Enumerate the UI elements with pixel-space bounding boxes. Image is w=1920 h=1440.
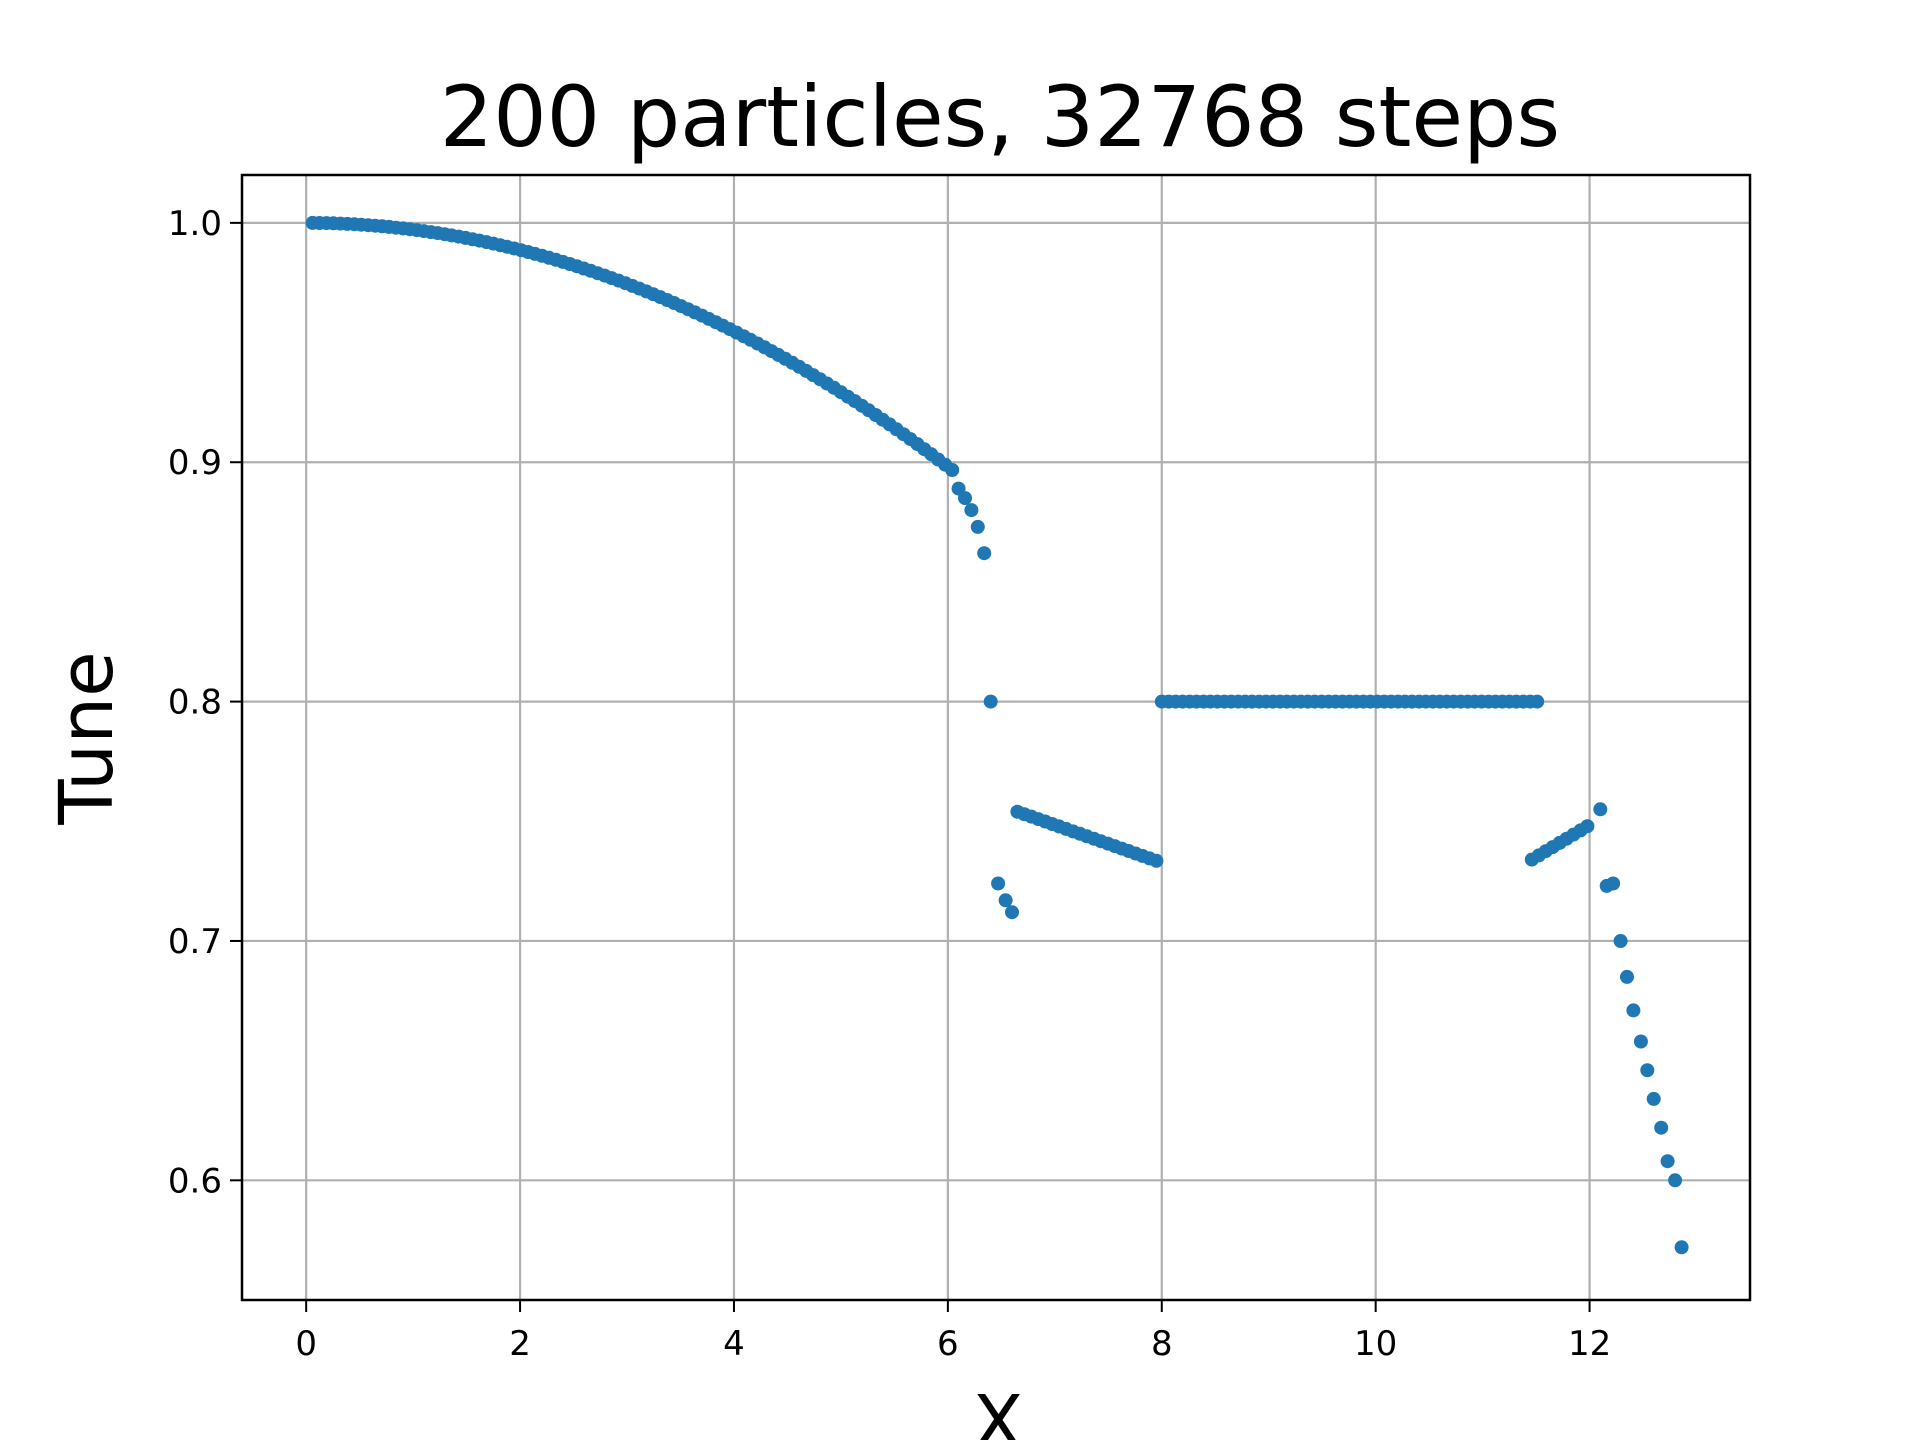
data-point [1593, 802, 1608, 817]
data-point [1606, 876, 1621, 891]
y-axis-label: Tune [44, 651, 130, 825]
x-tick-label: 4 [723, 1324, 745, 1364]
x-tick-label: 2 [509, 1324, 531, 1364]
x-tick-label: 0 [295, 1324, 317, 1364]
data-point [1149, 853, 1164, 868]
x-tick-label: 6 [937, 1324, 959, 1364]
data-point [1626, 1003, 1641, 1018]
y-tick-label: 0.8 [168, 683, 222, 723]
data-point [998, 893, 1013, 908]
y-tick-label: 0.6 [168, 1161, 222, 1201]
x-axis-label: X [973, 1380, 1024, 1440]
x-tick-label: 10 [1354, 1324, 1397, 1364]
data-point [1633, 1034, 1648, 1049]
data-point [991, 876, 1006, 891]
data-point [1646, 1091, 1661, 1106]
x-tick-label: 12 [1568, 1324, 1611, 1364]
data-point [1620, 969, 1634, 984]
data-point [1613, 934, 1628, 948]
plot-frame [240, 173, 1752, 1302]
data-point [945, 463, 960, 477]
data-point [1530, 694, 1545, 709]
grid-lines [242, 175, 1750, 1300]
data-point [958, 491, 972, 506]
data-point [1640, 1063, 1655, 1078]
data-point [1674, 1240, 1689, 1255]
x-tick-label: 8 [1151, 1324, 1173, 1364]
chart-title: 200 particles, 32768 steps [440, 68, 1560, 166]
y-tick-label: 0.9 [168, 443, 222, 483]
data-point [1005, 905, 1019, 920]
data-point [970, 519, 985, 534]
data-point [1654, 1120, 1669, 1135]
data-point [977, 546, 992, 561]
data-points [305, 215, 1689, 1255]
data-point [983, 694, 998, 709]
data-point [1580, 819, 1595, 834]
axis-ticks: 0 2 4 6 8 10 12 0.6 0.7 0.8 0.9 1.0 [168, 204, 1611, 1364]
data-point [1668, 1173, 1683, 1188]
y-tick-label: 1.0 [168, 204, 222, 244]
data-point [1660, 1154, 1675, 1169]
data-point [964, 503, 979, 518]
y-tick-label: 0.7 [168, 922, 222, 962]
